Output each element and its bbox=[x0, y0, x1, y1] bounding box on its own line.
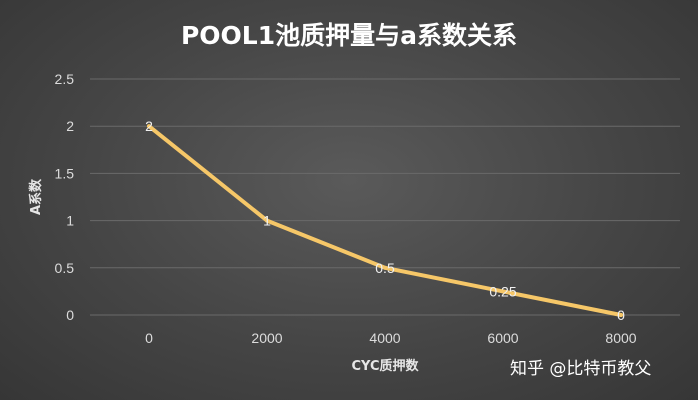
chart-title: POOL1池质押量与a系数关系 bbox=[181, 21, 517, 50]
data-label: 0 bbox=[617, 307, 625, 323]
x-tick-label: 6000 bbox=[487, 330, 518, 346]
series-line-group bbox=[147, 124, 623, 317]
data-point bbox=[619, 313, 623, 317]
y-tick-label: 0.5 bbox=[55, 260, 75, 276]
data-label: 0.25 bbox=[489, 283, 516, 299]
data-point bbox=[265, 218, 269, 223]
watermark-text: 知乎 @比特币教父 bbox=[510, 359, 651, 379]
data-label: 2 bbox=[145, 118, 153, 134]
data-labels: 2 1 0.5 0.25 0 bbox=[145, 118, 625, 323]
x-axis-ticks: 0 2000 4000 6000 8000 bbox=[145, 330, 637, 346]
y-tick-label: 1.5 bbox=[55, 165, 75, 181]
data-point bbox=[147, 124, 151, 129]
x-tick-label: 2000 bbox=[251, 330, 282, 346]
y-tick-label: 2.5 bbox=[55, 71, 75, 87]
data-label: 0.5 bbox=[375, 260, 395, 276]
y-tick-label: 1 bbox=[66, 213, 74, 229]
y-axis-label: A系数 bbox=[28, 178, 44, 215]
x-axis-label: CYC质押数 bbox=[351, 358, 419, 374]
gridlines bbox=[90, 78, 680, 316]
data-label: 1 bbox=[263, 213, 271, 229]
data-point bbox=[501, 289, 505, 294]
x-tick-label: 8000 bbox=[605, 330, 636, 346]
x-tick-label: 4000 bbox=[369, 330, 400, 346]
x-tick-label: 0 bbox=[145, 330, 153, 346]
y-tick-label: 2 bbox=[66, 118, 74, 134]
y-axis-ticks: 0 0.5 1 1.5 2 2.5 bbox=[55, 71, 75, 323]
y-tick-label: 0 bbox=[66, 307, 74, 323]
data-point bbox=[383, 265, 387, 270]
